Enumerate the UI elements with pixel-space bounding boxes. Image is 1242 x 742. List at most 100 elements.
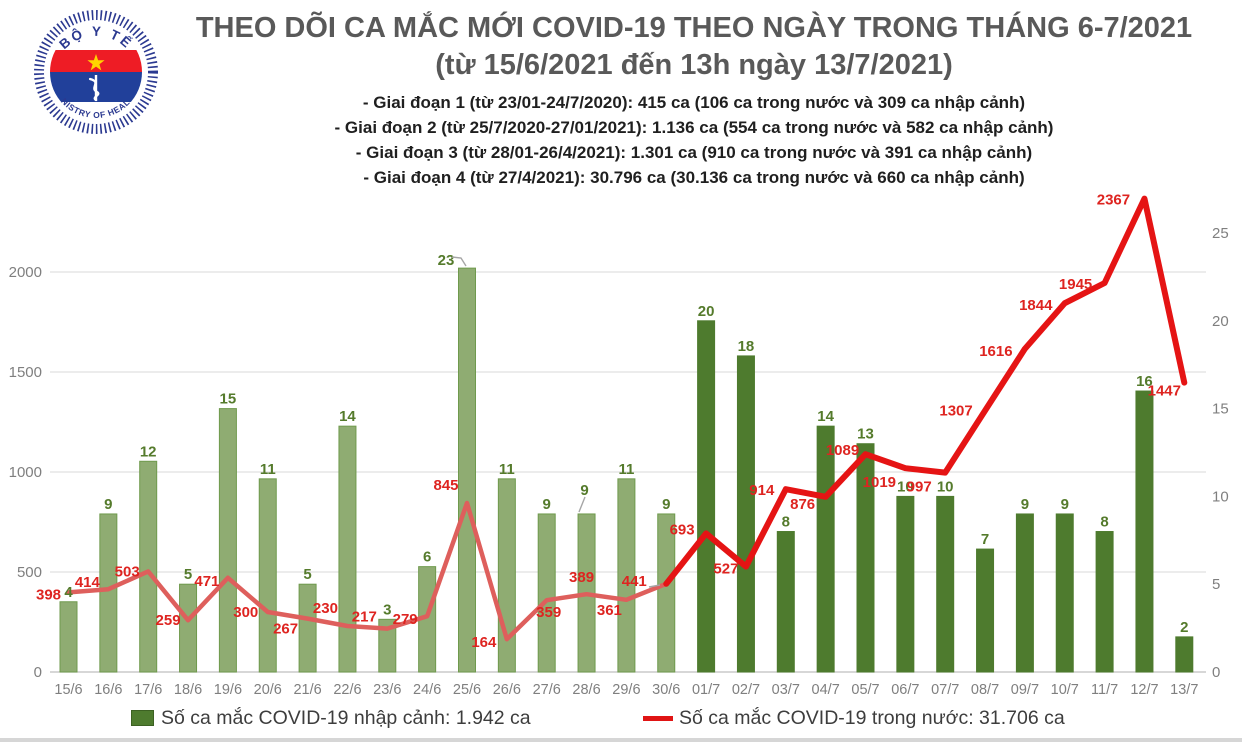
x-tick-21/6: 21/6 [293, 682, 321, 698]
x-tick-17/6: 17/6 [134, 682, 162, 698]
bar-02/7 [736, 355, 755, 673]
line-label-16/6: 414 [75, 574, 101, 591]
bar-20/6 [258, 478, 277, 673]
x-tick-05/7: 05/7 [851, 682, 879, 698]
line-label-01/7: 693 [670, 521, 695, 538]
bar-10/7 [1055, 513, 1074, 673]
line-label-19/6: 471 [194, 573, 219, 590]
legend-domestic-label: Số ca mắc COVID-19 trong nước: 31.706 ca [679, 706, 1065, 729]
line-label-05/7: 1089 [826, 442, 859, 459]
line-label-08/7: 1307 [939, 403, 972, 420]
bar-label-02/7: 18 [738, 338, 755, 355]
line-label-28/6: 389 [569, 569, 594, 586]
left-axis-tick-500: 500 [17, 564, 42, 581]
line-label-30/6: 441 [622, 573, 647, 590]
stage-3-summary: - Giai đoạn 3 (từ 28/01-26/4/2021): 1.30… [355, 143, 1033, 162]
bar-label-30/6: 9 [662, 496, 670, 513]
logo-staff-icon [94, 75, 98, 101]
bar-15/6 [59, 601, 78, 673]
line-label-25/6: 845 [433, 477, 458, 494]
line-label-11/7: 1945 [1059, 276, 1092, 293]
right-axis-tick-10: 10 [1212, 488, 1229, 505]
bar-30/6 [657, 513, 676, 673]
stage-summary-block: - Giai đoạn 1 (từ 23/01-24/7/2020): 415 … [170, 90, 1218, 190]
stage-2-summary: - Giai đoạn 2 (từ 25/7/2020-27/01/2021):… [334, 118, 1054, 137]
bottom-border [0, 738, 1242, 742]
line-label-24/6: 279 [393, 611, 418, 628]
x-tick-10/7: 10/7 [1051, 682, 1079, 698]
bar-label-12/7: 16 [1136, 373, 1153, 390]
right-axis-tick-0: 0 [1212, 664, 1220, 681]
x-tick-24/6: 24/6 [413, 682, 441, 698]
line-label-06/7: 1019 [863, 474, 896, 491]
x-tick-09/7: 09/7 [1011, 682, 1039, 698]
x-tick-02/7: 02/7 [732, 682, 760, 698]
legend-item-imported: Số ca mắc COVID-19 nhập cảnh: 1.942 ca [131, 703, 531, 733]
right-axis-tick-25: 25 [1212, 225, 1229, 242]
stage-1-summary: - Giai đoạn 1 (từ 23/01-24/7/2020): 415 … [362, 93, 1026, 112]
x-tick-15/6: 15/6 [54, 682, 82, 698]
bar-label-15/6: 4 [64, 584, 73, 601]
bar-11/7 [1095, 531, 1114, 673]
domestic-line-june [66, 500, 669, 642]
bar-label-27/6: 9 [543, 496, 551, 513]
right-axis-tick-5: 5 [1212, 576, 1220, 593]
line-label-18/6: 259 [156, 612, 181, 629]
left-axis-tick-1000: 1000 [9, 464, 42, 481]
bar-label-18/6: 5 [184, 566, 192, 583]
bar-label-17/6: 12 [140, 443, 157, 460]
line-label-26/6: 164 [471, 634, 497, 651]
line-label-02/7: 527 [713, 561, 738, 578]
line-label-21/6: 267 [273, 621, 298, 638]
x-tick-20/6: 20/6 [254, 682, 282, 698]
line-label-29/6: 361 [597, 602, 622, 619]
left-axis-tick-2000: 2000 [9, 264, 42, 281]
bar-26/6 [497, 478, 516, 673]
bar-label-06/7: 10 [897, 478, 914, 495]
right-axis-tick-20: 20 [1212, 313, 1229, 330]
line-label-04/7: 876 [790, 496, 815, 513]
line-label-13/7: 1447 [1148, 383, 1181, 400]
x-tick-22/6: 22/6 [333, 682, 361, 698]
bar-08/7 [976, 548, 995, 673]
bar-09/7 [1015, 513, 1034, 673]
x-tick-18/6: 18/6 [174, 682, 202, 698]
x-tick-25/6: 25/6 [453, 682, 481, 698]
legend-imported-label: Số ca mắc COVID-19 nhập cảnh: 1.942 ca [161, 706, 531, 729]
bar-label-07/7: 10 [937, 478, 954, 495]
bar-18/6 [179, 583, 198, 673]
label-leader-0 [451, 256, 467, 267]
x-tick-11/7: 11/7 [1091, 682, 1118, 698]
bar-label-11/7: 8 [1100, 514, 1108, 531]
label-leader-1 [578, 496, 586, 513]
x-tick-28/6: 28/6 [572, 682, 600, 698]
bar-label-25/6: 23 [438, 252, 455, 269]
bar-label-28/6: 9 [580, 482, 588, 499]
x-tick-27/6: 27/6 [533, 682, 561, 698]
label-leader-2 [648, 584, 661, 588]
bar-04/7 [816, 425, 835, 673]
bar-label-13/7: 2 [1180, 619, 1188, 636]
domestic-line-july [663, 195, 1188, 587]
legend-item-domestic: Số ca mắc COVID-19 trong nước: 31.706 ca [643, 703, 1065, 733]
line-label-03/7: 914 [749, 482, 775, 499]
bar-label-04/7: 14 [817, 408, 834, 425]
bar-22/6 [338, 425, 357, 673]
bar-label-22/6: 14 [339, 408, 356, 425]
x-tick-06/7: 06/7 [891, 682, 919, 698]
x-tick-26/6: 26/6 [493, 682, 521, 698]
line-label-27/6: 359 [536, 604, 561, 621]
bar-23/6 [378, 618, 397, 673]
line-label-22/6: 230 [313, 600, 338, 617]
bar-05/7 [856, 443, 875, 673]
stage-4-summary: - Giai đoạn 4 (từ 27/4/2021): 30.796 ca … [363, 168, 1025, 187]
bar-label-01/7: 20 [698, 303, 715, 320]
x-tick-07/7: 07/7 [931, 682, 959, 698]
x-tick-19/6: 19/6 [214, 682, 242, 698]
bar-21/6 [298, 583, 317, 673]
line-label-20/6: 300 [233, 604, 258, 621]
